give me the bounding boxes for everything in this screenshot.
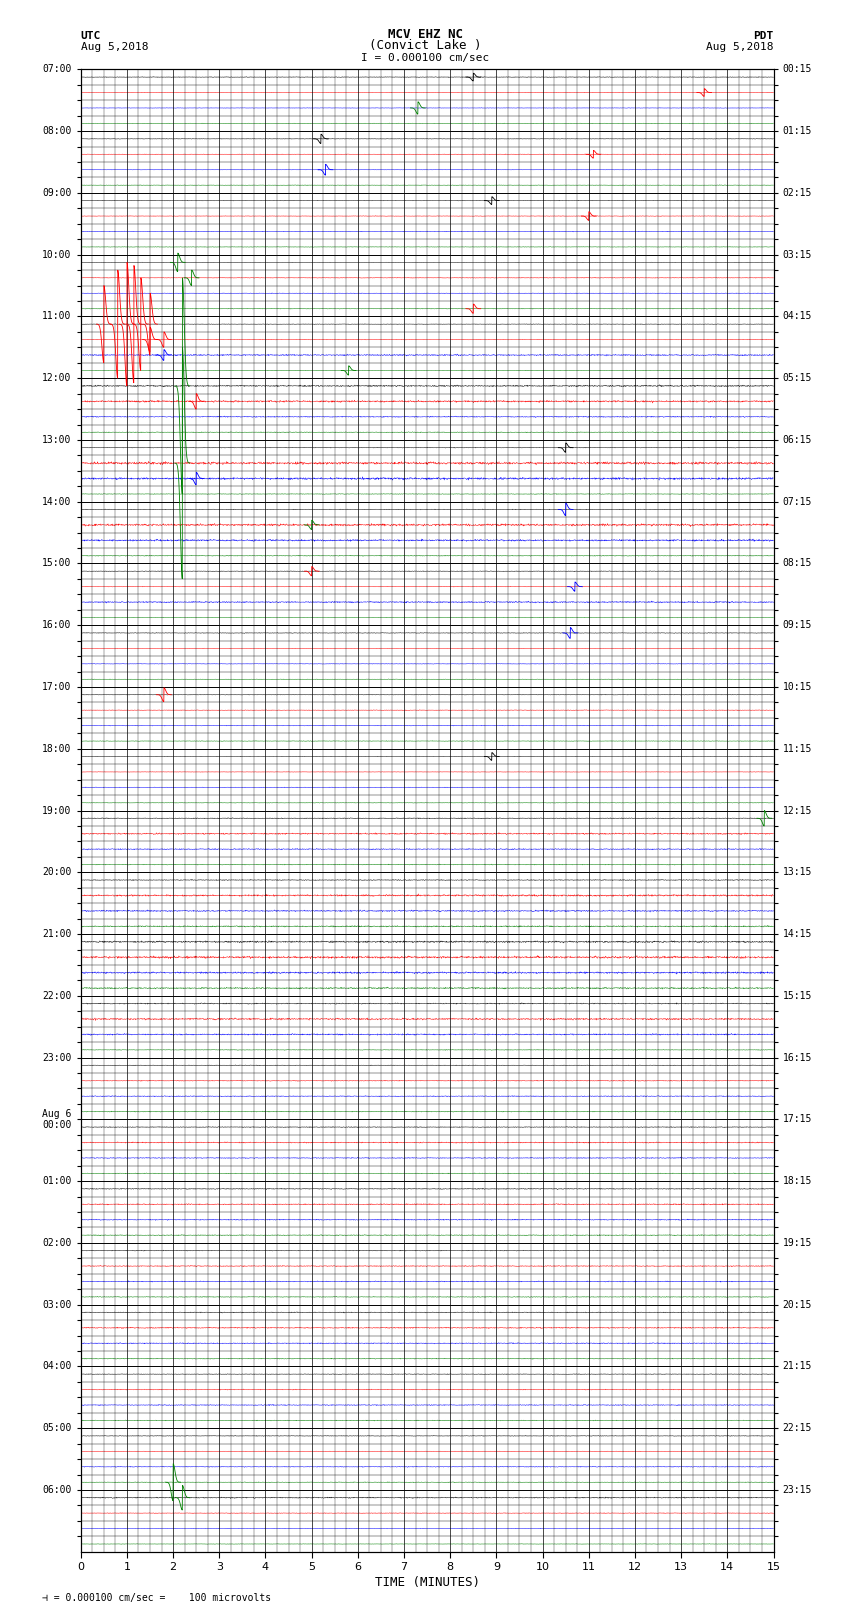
Text: MCV EHZ NC: MCV EHZ NC — [388, 27, 462, 40]
Text: UTC: UTC — [81, 31, 101, 40]
Text: I = 0.000100 cm/sec: I = 0.000100 cm/sec — [361, 53, 489, 63]
Text: Aug 5,2018: Aug 5,2018 — [706, 42, 774, 52]
Text: PDT: PDT — [753, 31, 774, 40]
X-axis label: TIME (MINUTES): TIME (MINUTES) — [375, 1576, 479, 1589]
Text: (Convict Lake ): (Convict Lake ) — [369, 39, 481, 52]
Text: ⊣ = 0.000100 cm/sec =    100 microvolts: ⊣ = 0.000100 cm/sec = 100 microvolts — [42, 1594, 272, 1603]
Text: Aug 5,2018: Aug 5,2018 — [81, 42, 148, 52]
